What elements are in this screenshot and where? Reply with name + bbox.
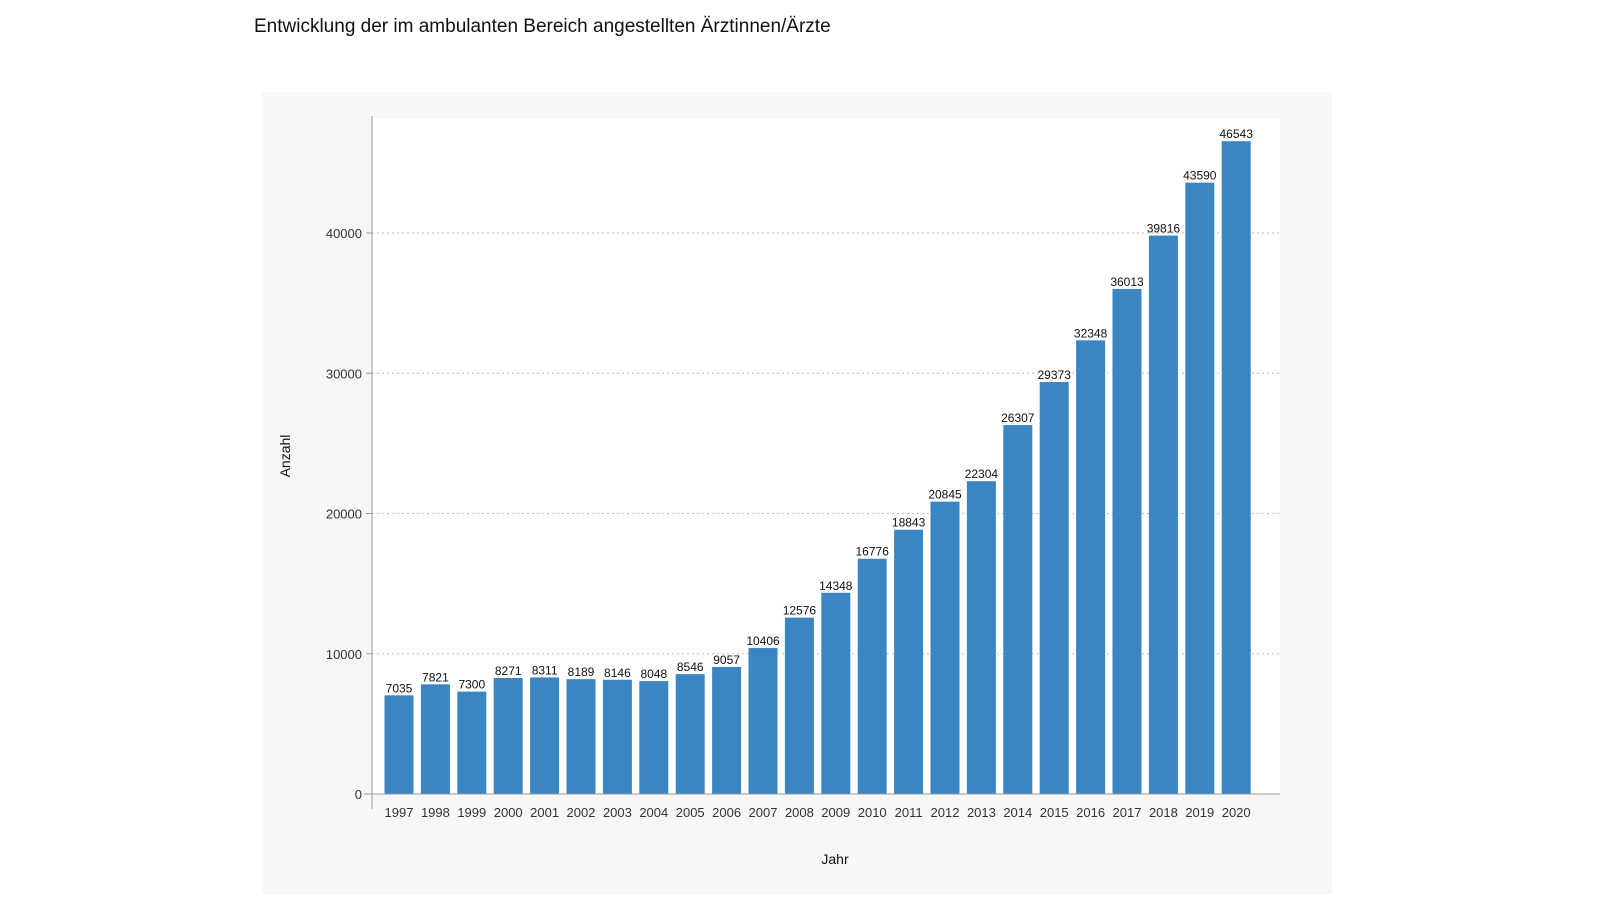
x-tick-label: 2014: [1003, 805, 1032, 820]
x-tick-label: 1999: [457, 805, 486, 820]
data-labels: 7035 7821 7300 8271 8311 8189 8146 8048 8546 9057…: [386, 127, 1254, 695]
data-label: 22304: [965, 467, 999, 481]
bar-2001: [530, 677, 560, 794]
data-label: 46543: [1220, 127, 1254, 141]
bar-2008: [784, 617, 814, 794]
bar-2009: [821, 592, 851, 794]
bar-chart: 7035 7821 7300 8271 8311 8189 8146 8048 8546 9057…: [277, 116, 1280, 867]
x-tick-label: 2017: [1113, 805, 1142, 820]
bar-2000: [493, 678, 523, 794]
x-tick-label: 2015: [1040, 805, 1069, 820]
x-tick-label: 1998: [421, 805, 450, 820]
x-tick-label: 2019: [1185, 805, 1214, 820]
data-label: 43590: [1183, 169, 1217, 183]
x-tick-label: 2002: [567, 805, 596, 820]
bar-2017: [1112, 288, 1142, 794]
y-tick-label: 0: [355, 787, 362, 802]
y-tick-label: 40000: [326, 226, 362, 241]
x-tick-label: 2003: [603, 805, 632, 820]
y-tick-label: 10000: [326, 647, 362, 662]
x-tick-label: 2020: [1222, 805, 1251, 820]
data-label: 16776: [856, 545, 890, 559]
page-title: Entwicklung der im ambulanten Bereich an…: [254, 16, 831, 37]
data-label: 20845: [928, 488, 962, 502]
bars: [384, 141, 1251, 795]
bar-2019: [1185, 182, 1215, 794]
bar-1997: [384, 695, 414, 794]
bar-2018: [1148, 235, 1178, 795]
x-tick-label: 2008: [785, 805, 814, 820]
x-tick-label: 2018: [1149, 805, 1178, 820]
x-axis-title: Jahr: [821, 851, 849, 867]
x-tick-label: 2016: [1076, 805, 1105, 820]
bar-2010: [857, 558, 887, 794]
x-tick-label: 2000: [494, 805, 523, 820]
data-label: 26307: [1001, 411, 1035, 425]
bar-2015: [1039, 382, 1069, 794]
data-label: 12576: [783, 604, 817, 618]
bar-2016: [1076, 340, 1106, 794]
y-axis-title: Anzahl: [277, 435, 293, 478]
data-label: 7300: [458, 678, 485, 692]
bar-2005: [675, 674, 705, 794]
x-tick-label: 2011: [895, 805, 923, 820]
data-label: 8546: [677, 660, 704, 674]
data-label: 7035: [386, 681, 413, 695]
data-label: 8048: [640, 667, 667, 681]
x-tick-label: 2007: [749, 805, 778, 820]
x-tick-label: 2005: [676, 805, 705, 820]
x-tick-label: 2009: [821, 805, 850, 820]
data-label: 8146: [604, 666, 631, 680]
data-label: 32348: [1074, 326, 1108, 340]
x-tick-label: 2013: [967, 805, 996, 820]
bar-1999: [457, 691, 487, 794]
x-axis-ticks: 1997 1998 1999 2000 2001 2002 2003 2004 2005 2006…: [385, 805, 1251, 820]
bar-2011: [894, 529, 924, 794]
x-tick-label: 2004: [639, 805, 668, 820]
data-label: 29373: [1038, 368, 1072, 382]
data-label: 8271: [495, 664, 522, 678]
x-tick-label: 2006: [712, 805, 741, 820]
y-axis-ticks: 0 10000 20000 30000 40000: [326, 226, 372, 802]
data-label: 7821: [422, 670, 449, 684]
bar-2004: [639, 681, 669, 794]
x-tick-label: 1997: [385, 805, 414, 820]
bar-1998: [420, 684, 450, 794]
data-label: 9057: [713, 653, 740, 667]
data-label: 39816: [1147, 222, 1181, 236]
bar-2013: [966, 481, 996, 794]
chart-panel: 7035 7821 7300 8271 8311 8189 8146 8048 8546 9057…: [262, 92, 1332, 894]
y-tick-label: 30000: [326, 366, 362, 381]
data-label: 14348: [819, 579, 853, 593]
bar-2012: [930, 501, 960, 794]
data-label: 36013: [1110, 275, 1144, 289]
x-tick-label: 2010: [858, 805, 887, 820]
data-label: 8311: [532, 663, 558, 677]
bar-2006: [712, 666, 742, 794]
x-tick-label: 2012: [931, 805, 960, 820]
data-label: 8189: [568, 665, 595, 679]
y-tick-label: 20000: [326, 507, 362, 522]
data-label: 10406: [746, 634, 780, 648]
bar-2020: [1221, 141, 1251, 794]
data-label: 18843: [892, 516, 926, 530]
x-tick-label: 2001: [530, 805, 559, 820]
bar-2002: [566, 679, 596, 794]
bar-2014: [1003, 425, 1033, 794]
bar-2007: [748, 648, 778, 794]
bar-2003: [602, 679, 632, 794]
